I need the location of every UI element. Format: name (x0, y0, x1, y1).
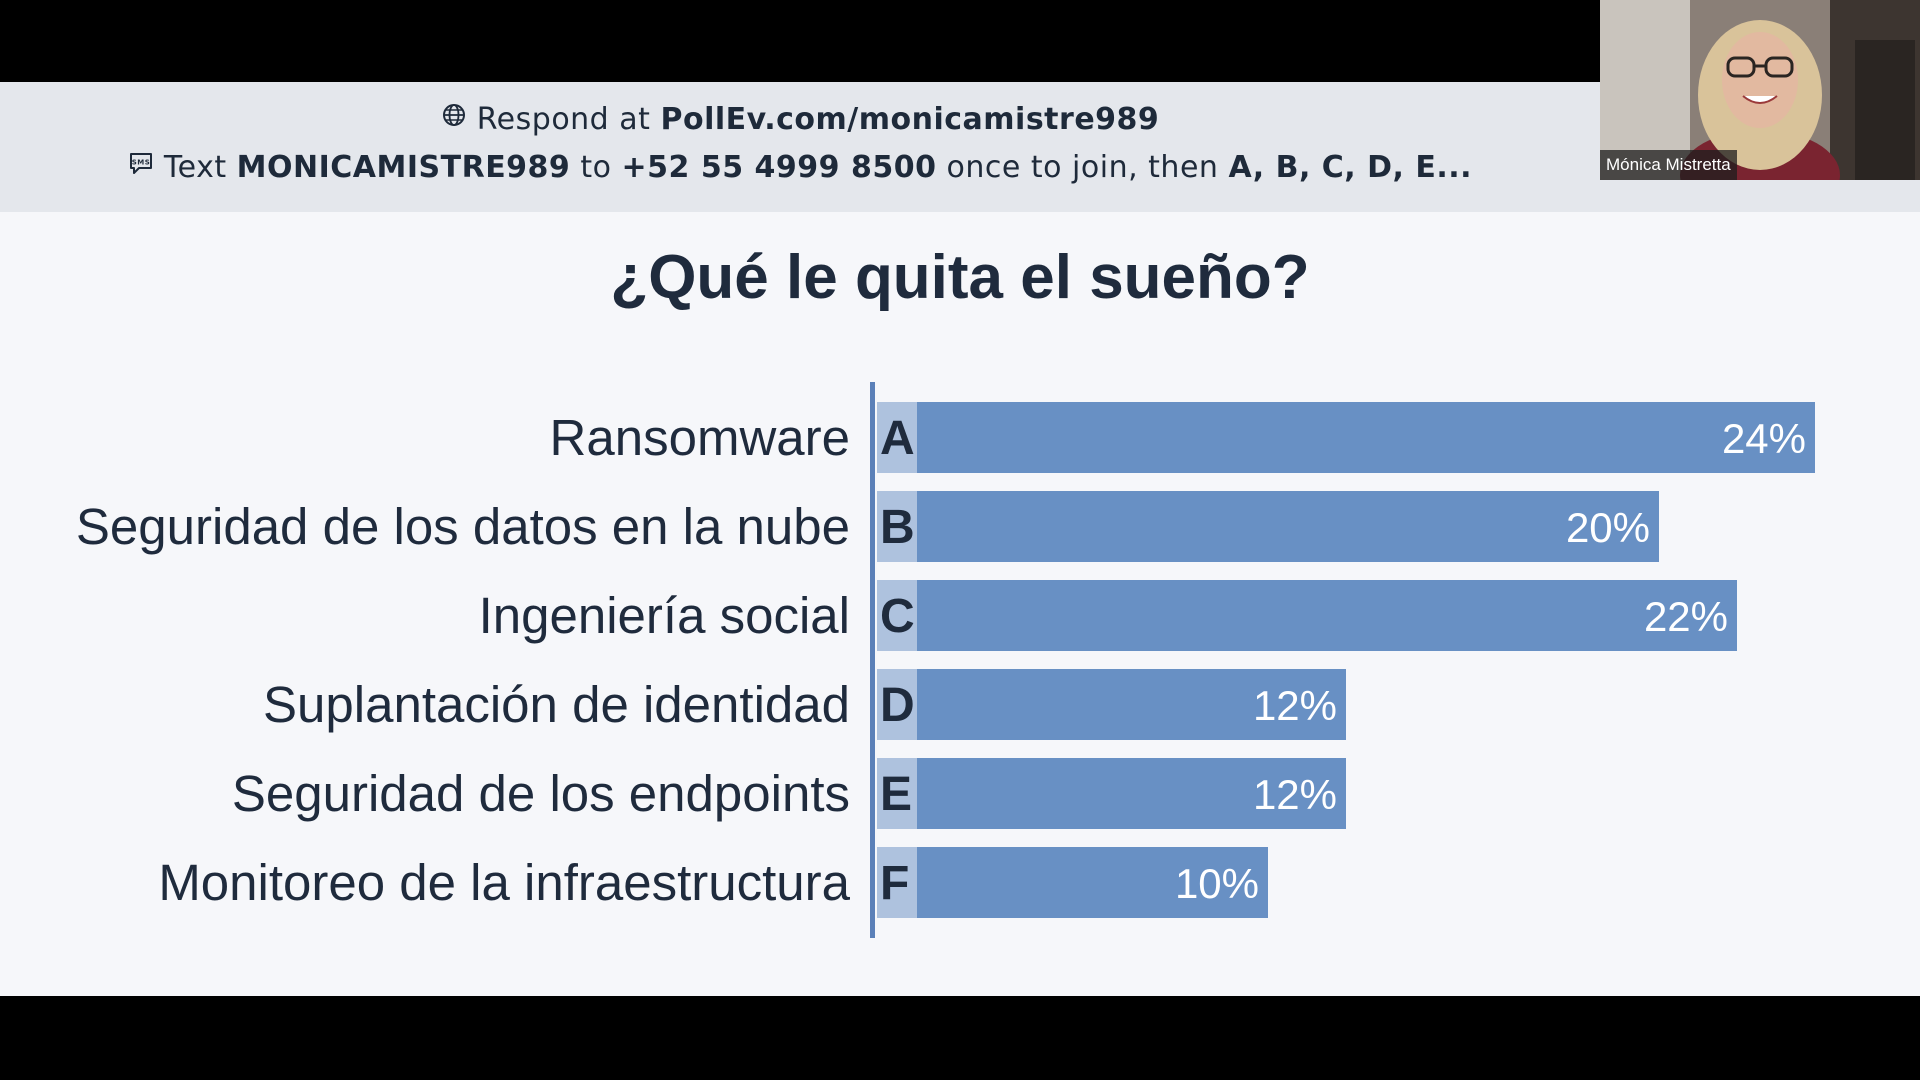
poll-url-link[interactable]: PollEv.com/monicamistre989 (660, 102, 1160, 137)
svg-text:SMS: SMS (132, 159, 151, 167)
bar: B 20% (877, 491, 1659, 562)
sms-icon: SMS (128, 149, 154, 184)
chart-row: Suplantación de identidad D 12% (0, 669, 1920, 740)
choice-letter: B (880, 501, 915, 554)
category-label: Ransomware (549, 409, 850, 466)
participant-name-label: Mónica Mistretta (1600, 150, 1737, 180)
bar: A 24% (877, 402, 1815, 473)
category-label: Seguridad de los endpoints (231, 765, 850, 822)
bar: D 12% (877, 669, 1346, 740)
category-label: Monitoreo de la infraestructura (158, 854, 850, 911)
choice-letter-box (877, 669, 917, 740)
choice-letter-box (877, 580, 917, 651)
data-label: 12% (1252, 682, 1337, 729)
data-label: 12% (1252, 771, 1337, 818)
bar: C 22% (877, 580, 1737, 651)
globe-icon (441, 101, 467, 136)
category-label: Suplantación de identidad (263, 676, 850, 733)
sms-phone-number: +52 55 4999 8500 (621, 150, 937, 185)
text-label: Text (163, 150, 227, 185)
choice-letter-box (877, 758, 917, 829)
poll-title: ¿Qué le quita el sueño? (610, 243, 1310, 312)
choice-letter: A (880, 412, 915, 465)
chart-axis-line (870, 382, 875, 938)
choice-letter-box (877, 491, 917, 562)
data-label: 20% (1565, 504, 1650, 551)
category-label: Seguridad de los datos en la nube (75, 498, 850, 555)
category-label: Ingeniería social (478, 587, 850, 644)
bar: F 10% (877, 847, 1268, 918)
data-label: 24% (1721, 415, 1806, 462)
respond-at-label: Respond at (476, 102, 651, 137)
chart-row: Ransomware A 24% (0, 402, 1920, 473)
choice-letter-box (877, 847, 917, 918)
chart-row: Ingeniería social C 22% (0, 580, 1920, 651)
sms-keyword: MONICAMISTRE989 (236, 150, 571, 185)
to-label: to (580, 150, 612, 185)
chart-row: Seguridad de los endpoints E 12% (0, 758, 1920, 829)
respond-sms-line: SMS Text MONICAMISTRE989 to +52 55 4999 … (0, 150, 1600, 186)
choice-letter: F (880, 857, 910, 910)
choice-letter: C (880, 590, 915, 643)
bar: E 12% (877, 758, 1346, 829)
data-label: 22% (1643, 593, 1728, 640)
chart-row: Seguridad de los datos en la nube B 20% (0, 491, 1920, 562)
participant-video-thumbnail[interactable]: Mónica Mistretta (1600, 0, 1920, 180)
chart-row: Monitoreo de la infraestructura F 10% (0, 847, 1920, 918)
respond-web-line: Respond at PollEv.com/monicamistre989 (0, 102, 1600, 138)
choice-letter: D (880, 679, 915, 732)
choice-letter: E (880, 768, 913, 821)
choice-letter-box (877, 402, 917, 473)
join-instructions: once to join, then (946, 150, 1219, 185)
data-label: 10% (1174, 860, 1259, 907)
poll-results-chart: Ransomware A 24% Seguridad de los datos en … (0, 82, 1920, 996)
presentation-slide: Respond at PollEv.com/monicamistre989 SM… (0, 82, 1920, 996)
answer-choices: A, B, C, D, E... (1228, 150, 1473, 185)
